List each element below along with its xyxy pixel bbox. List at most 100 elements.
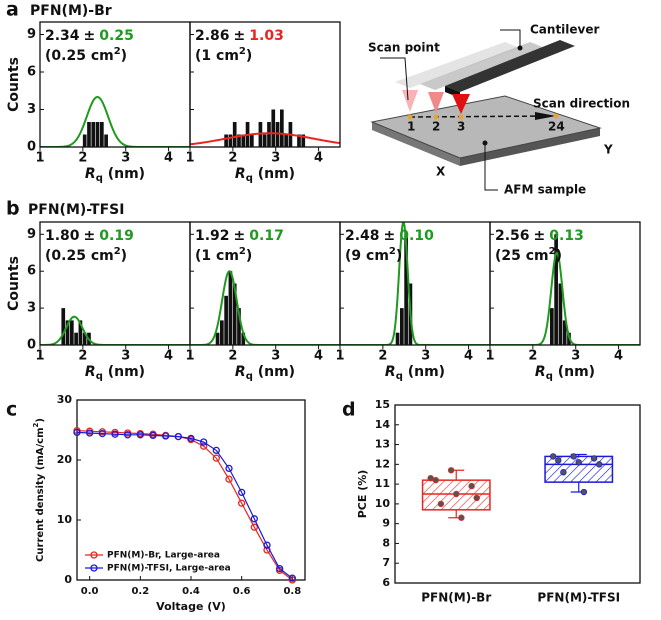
x-tick-label: 3 (121, 349, 130, 364)
text-part: R (535, 364, 546, 380)
annotation-mean: 2.56 (495, 228, 530, 244)
bar (104, 134, 108, 147)
x-tick-label: PFN(M)-TFSI (537, 591, 620, 605)
annotation-std: 1.03 (249, 28, 284, 44)
bar (271, 109, 276, 147)
bar (554, 234, 558, 345)
data-point (437, 500, 445, 508)
y-tick-label: 14 (375, 418, 391, 431)
fit-curve (340, 222, 490, 345)
data-point (590, 455, 598, 462)
diagram-label: 3 (457, 120, 465, 134)
text-part: q (246, 173, 253, 184)
x-tick-label: 0.4 (182, 586, 200, 597)
annotation-pm: ± (384, 228, 396, 244)
text-part: q (396, 371, 403, 382)
annotation: 2.48 ±0.10 (345, 228, 434, 244)
bar (558, 283, 563, 345)
bar (301, 134, 306, 147)
annotation: 2.86 ±1.03 (195, 28, 284, 44)
plot-frame (489, 221, 641, 346)
fit-curve (190, 270, 340, 345)
bar (224, 134, 228, 147)
x-tick-label: PFN(M)-Br (421, 591, 491, 605)
text-part: (nm) (403, 364, 445, 380)
y-tick-label: 6 (27, 264, 36, 279)
data-point (453, 490, 460, 498)
data-point (212, 446, 220, 455)
x-axis-label: Rq (nm) (235, 364, 295, 382)
text-part: 2 (549, 246, 556, 257)
data-point (124, 431, 132, 439)
data-point (162, 432, 170, 440)
bar (91, 122, 96, 147)
text-part: (nm) (103, 166, 145, 182)
text-part: R (85, 166, 96, 182)
y-tick-label: 0 (27, 338, 36, 353)
legend-label: PFN(M)-TFSI, Large-area (107, 564, 231, 574)
x-tick-label: 3 (121, 151, 130, 166)
text-part: R (235, 166, 246, 182)
x-tick-label: 4 (314, 349, 323, 364)
y-tick-label: 9 (27, 27, 36, 42)
y-axis-label: Current density (mA/cm2) (32, 418, 46, 562)
annotation-area: (9 cm2) (345, 246, 402, 264)
diagram-label: Cantilever (530, 23, 600, 37)
annotation: 1.92 ±0.17 (195, 228, 284, 244)
text-part: 2 (239, 246, 246, 257)
bar (232, 283, 237, 345)
data-point (288, 574, 296, 582)
diagram-label: Scan point (368, 41, 440, 55)
x-tick-label: 2 (228, 349, 237, 364)
x-tick-label: 4 (164, 349, 173, 364)
x-tick-label: 0.6 (233, 586, 251, 597)
sample-side (460, 128, 600, 166)
text-part: (1 cm (195, 248, 239, 264)
data-point (570, 453, 577, 460)
fit-curve (40, 315, 190, 345)
text-part: q (96, 173, 103, 184)
text-part: (nm) (553, 364, 595, 380)
data-point (447, 467, 455, 474)
bar (87, 122, 91, 147)
text-part: ) (121, 248, 127, 264)
annotation-std: 0.19 (99, 228, 134, 244)
fit-curve (40, 96, 190, 147)
data-point (174, 432, 182, 441)
x-tick-label: 1 (485, 349, 494, 364)
bar (241, 134, 246, 147)
data-point (560, 469, 567, 476)
text-part: (0.25 cm (45, 248, 114, 264)
text-part: (25 cm (495, 248, 549, 264)
plot-frame (189, 21, 341, 148)
cantilever (445, 40, 575, 92)
annotation: 2.34 ±0.25 (45, 28, 134, 44)
data-point (212, 454, 220, 462)
diagram-label: 24 (548, 120, 565, 134)
annotation-pm: ± (534, 228, 546, 244)
text-part: 2 (114, 46, 121, 57)
x-tick-label: 2 (378, 349, 387, 364)
data-point (276, 564, 284, 573)
text-part: R (385, 364, 396, 380)
x-tick-label: 1 (335, 349, 344, 364)
y-tick-label: 9 (27, 227, 36, 242)
y-tick-label: 0 (27, 140, 36, 155)
bar (65, 320, 70, 345)
bar (224, 295, 228, 345)
text-part: ) (556, 248, 562, 264)
data-point (432, 476, 439, 484)
x-axis-label: Voltage (V) (156, 600, 226, 613)
bar (400, 308, 404, 345)
panel-letter: c (6, 399, 17, 421)
diagram-label: X (436, 165, 446, 179)
sample-side (372, 122, 460, 166)
panel-title: PFN(M)-TFSI (28, 202, 124, 218)
bar (78, 320, 83, 345)
scan-arrow (535, 112, 556, 120)
bar (228, 134, 233, 147)
diagram-label: 1 (407, 120, 415, 134)
x-axis-label: Rq (nm) (85, 166, 145, 184)
annotation-area: (1 cm2) (195, 46, 252, 64)
